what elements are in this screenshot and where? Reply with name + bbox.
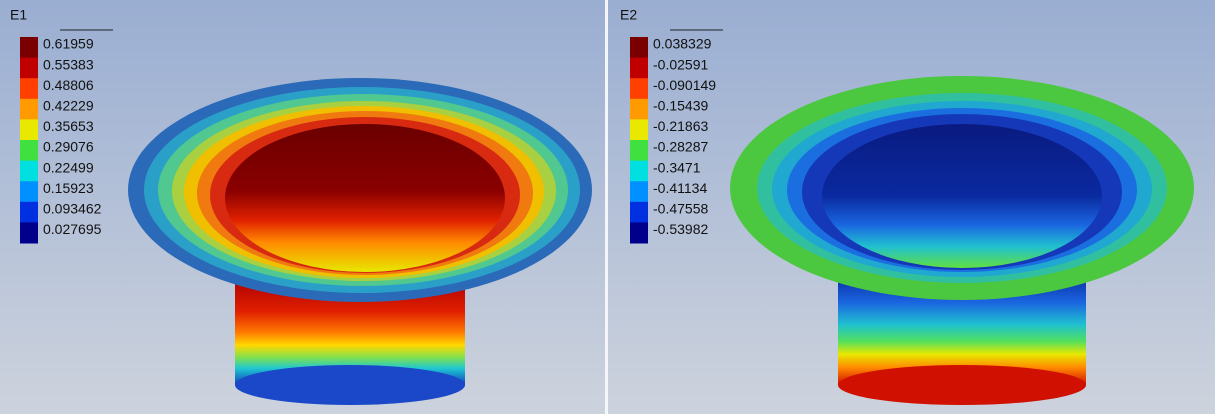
legend-label: -0.15439 (653, 98, 708, 114)
legend-swatch (630, 222, 648, 243)
legend-label: -0.21863 (653, 118, 708, 134)
legend-swatch (20, 37, 38, 58)
legend-label: 0.093462 (43, 201, 102, 217)
legend-swatch (630, 202, 648, 223)
legend-swatch (630, 181, 648, 202)
legend-swatch (20, 119, 38, 140)
legend-swatch (20, 58, 38, 79)
legend-title: E1 (10, 7, 27, 23)
legend-label: -0.53982 (653, 221, 708, 237)
legend-label: 0.038329 (653, 36, 712, 52)
legend-swatch (20, 202, 38, 223)
legend-title: E2 (620, 7, 637, 23)
legend-swatch (20, 181, 38, 202)
legend-swatch (20, 161, 38, 182)
legend-swatch (20, 222, 38, 243)
legend-label: 0.15923 (43, 180, 94, 196)
legend-swatch (630, 78, 648, 99)
legend-label: 0.22499 (43, 159, 94, 175)
legend-label: 0.42229 (43, 98, 94, 114)
legend-label: -0.3471 (653, 159, 701, 175)
legend-label: 0.48806 (43, 77, 94, 93)
legend-swatch (630, 37, 648, 58)
legend-label: 0.55383 (43, 56, 94, 72)
legend-swatch (630, 58, 648, 79)
legend-swatch (630, 119, 648, 140)
legend-swatch (20, 99, 38, 120)
legend-label: 0.61959 (43, 36, 94, 52)
legend-swatch (630, 161, 648, 182)
legend-swatch (630, 140, 648, 161)
legend-label: 0.027695 (43, 221, 102, 237)
legend-label: 0.29076 (43, 139, 94, 155)
legend-label: -0.02591 (653, 56, 708, 72)
divider (605, 0, 608, 414)
legend-swatch (20, 140, 38, 161)
legend-swatch (630, 99, 648, 120)
legend-label: -0.090149 (653, 77, 716, 93)
legend-label: -0.41134 (653, 180, 707, 196)
legend-label: 0.35653 (43, 118, 94, 134)
legend-label: -0.47558 (653, 201, 708, 217)
legend-swatch (20, 78, 38, 99)
legend-label: -0.28287 (653, 139, 708, 155)
screenshot: E1 0.61959 0.55383 0.48806 0.42229 0.35653 0.2… (0, 0, 1215, 414)
